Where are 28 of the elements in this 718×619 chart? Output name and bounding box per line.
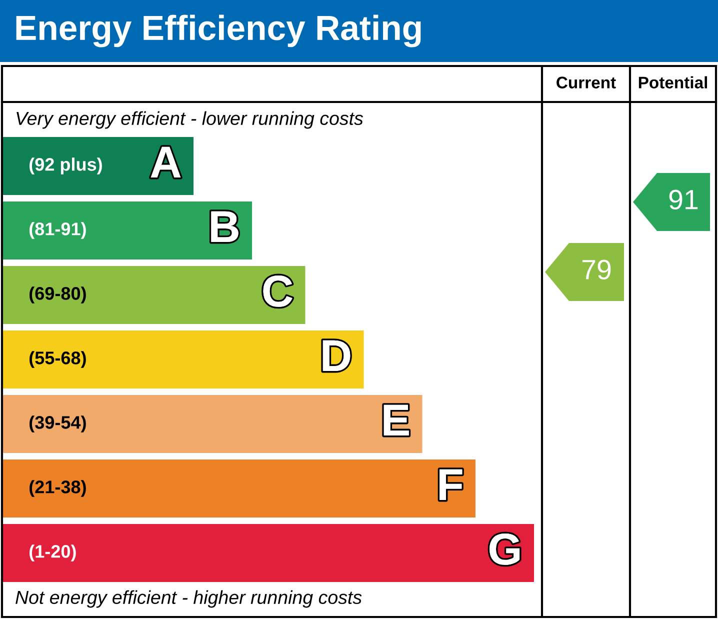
- annotation: F: [440, 469, 462, 500]
- annotation: C: [263, 275, 292, 307]
- bar: [2, 201, 252, 260]
- annotation: G: [490, 533, 520, 565]
- text: Current: [556, 76, 616, 88]
- bar: [2, 266, 306, 324]
- text: 79: [582, 260, 611, 280]
- y-tick-label: (92 plus): [30, 158, 102, 174]
- chart-title: Energy Efficiency Rating: [16, 14, 421, 48]
- annotation: D: [322, 340, 350, 371]
- y-tick-label: (1-20): [30, 544, 76, 562]
- bar: [2, 459, 476, 518]
- bar: [2, 136, 194, 196]
- text: 91: [669, 190, 698, 210]
- annotation: E: [384, 404, 409, 436]
- text: Potential: [638, 76, 708, 88]
- bar: [2, 394, 422, 454]
- bar: [2, 524, 534, 582]
- y-tick-label: (21-38): [30, 480, 86, 497]
- y-tick-label: (69-80): [30, 286, 86, 304]
- y-tick-label: (81-91): [30, 222, 86, 239]
- y-tick-label: (39-54): [30, 416, 86, 432]
- annotation: B: [211, 211, 238, 242]
- text: Not energy efficient - higher running costs: [16, 590, 362, 608]
- annotation: A: [150, 146, 181, 178]
- y-tick-label: (55-68): [30, 351, 86, 368]
- text: Very energy efficient - lower running costs: [16, 111, 364, 129]
- bar: [2, 330, 364, 389]
